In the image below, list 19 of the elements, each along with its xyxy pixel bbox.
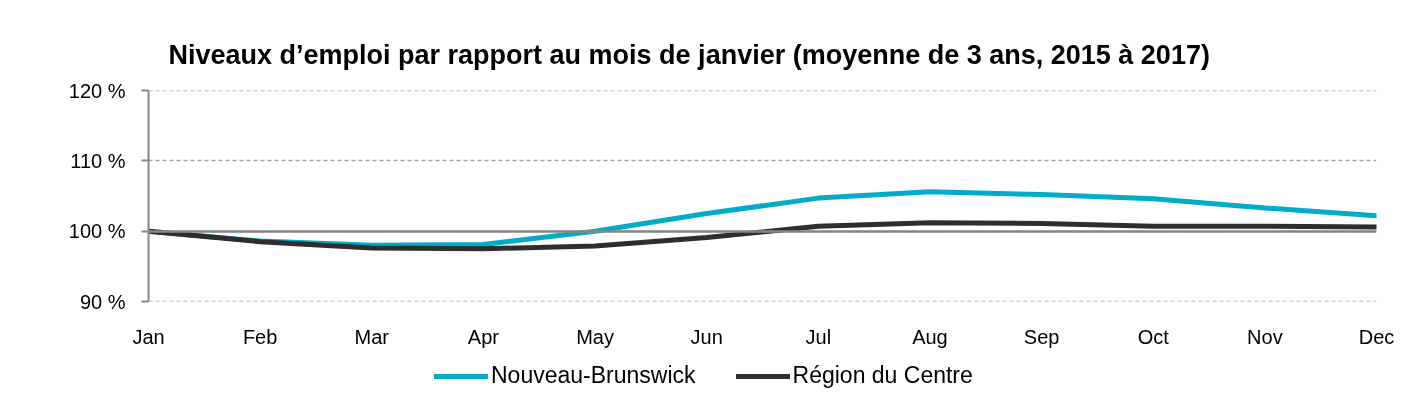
x-tick-label: Mar — [354, 325, 390, 348]
legend-label: Nouveau-Brunswick — [491, 362, 696, 389]
x-tick-label: Jan — [132, 325, 165, 348]
y-tick-label: 110 % — [70, 149, 126, 172]
x-tick-label: Sep — [1023, 325, 1060, 348]
x-tick-label: Jun — [690, 325, 723, 348]
y-tick-label: 100 % — [68, 220, 126, 243]
x-tick-label: Oct — [1137, 325, 1170, 348]
chart-title: Niveaux d’emploi par rapport au mois de janvier (moyenne de 3 ans, 2015 à 2017) — [168, 40, 1210, 70]
x-tick-label: Feb — [242, 325, 278, 348]
y-tick-label: 90 % — [79, 290, 126, 313]
y-tick-label: 120 % — [68, 79, 126, 102]
x-tick-label: Nov — [1247, 325, 1283, 348]
x-tick-label: Dec — [1358, 325, 1395, 348]
x-tick-label: Aug — [912, 325, 948, 348]
x-tick-label: Apr — [467, 325, 500, 348]
x-tick-label: Jul — [805, 325, 832, 348]
x-tick-label: May — [576, 325, 614, 348]
legend-label: Région du Centre — [792, 362, 973, 389]
